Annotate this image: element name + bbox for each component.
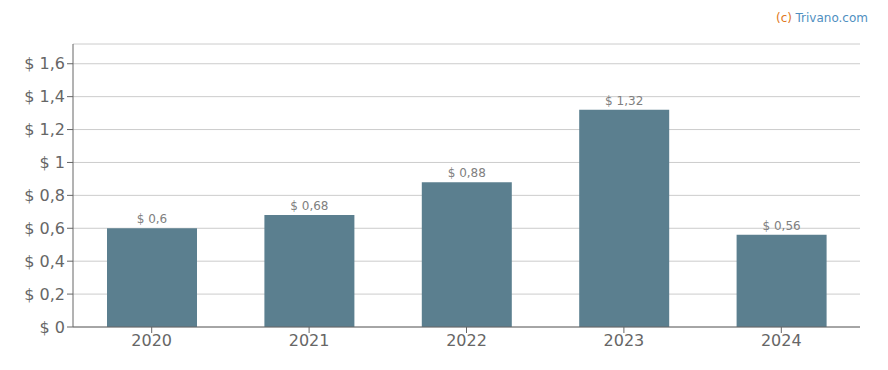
svg-text:$ 1,2: $ 1,2 bbox=[24, 120, 65, 139]
svg-text:2020: 2020 bbox=[131, 331, 172, 350]
svg-text:$ 0,2: $ 0,2 bbox=[24, 285, 65, 304]
svg-text:2023: 2023 bbox=[604, 331, 645, 350]
svg-text:$ 0,8: $ 0,8 bbox=[24, 186, 65, 205]
svg-text:$ 0: $ 0 bbox=[40, 318, 65, 337]
svg-text:$ 0,68: $ 0,68 bbox=[290, 199, 328, 213]
svg-text:2021: 2021 bbox=[289, 331, 330, 350]
svg-text:2022: 2022 bbox=[446, 331, 487, 350]
svg-text:2024: 2024 bbox=[761, 331, 802, 350]
svg-text:$ 1: $ 1 bbox=[40, 153, 65, 172]
svg-text:$ 0,6: $ 0,6 bbox=[137, 212, 168, 226]
svg-text:$ 1,6: $ 1,6 bbox=[24, 54, 65, 73]
html-text:(c) Trivano.com: (c) Trivano.com bbox=[776, 11, 868, 25]
svg-text:$ 0,56: $ 0,56 bbox=[763, 219, 801, 233]
svg-text:$ 0,88: $ 0,88 bbox=[448, 166, 486, 180]
svg-text:$ 0,4: $ 0,4 bbox=[24, 252, 65, 271]
svg-text:$ 0,6: $ 0,6 bbox=[24, 219, 65, 238]
svg-text:$ 1,4: $ 1,4 bbox=[24, 87, 65, 106]
svg-text:$ 1,32: $ 1,32 bbox=[605, 94, 643, 108]
